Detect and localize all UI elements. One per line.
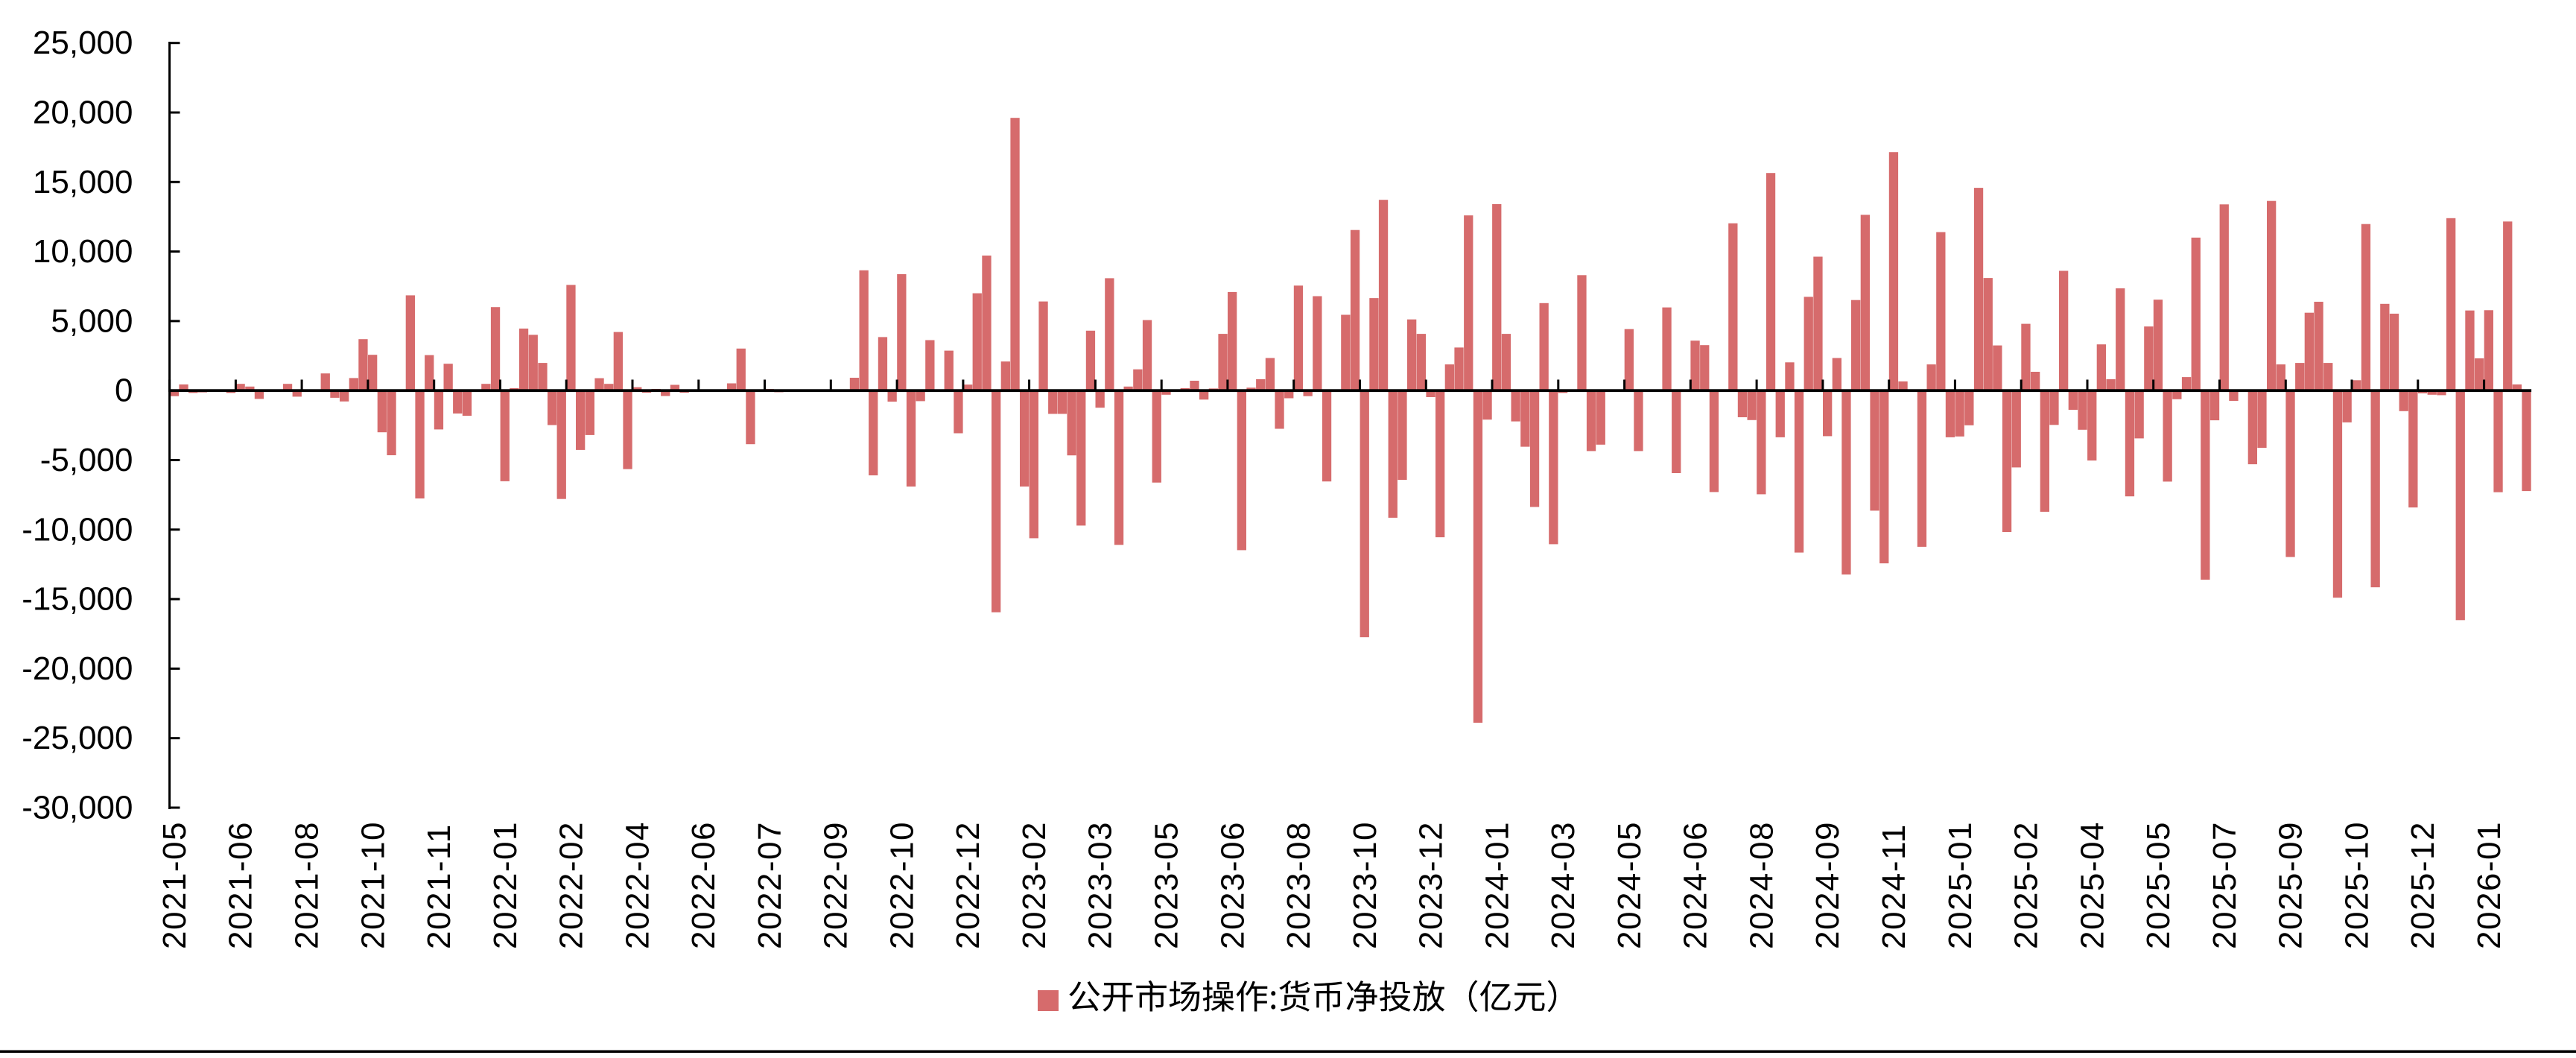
svg-text:2025-07: 2025-07 [2207,821,2243,949]
svg-text:2025-01: 2025-01 [1942,821,1979,949]
svg-text:2025-09: 2025-09 [2273,821,2309,949]
svg-text:2021-05: 2021-05 [156,821,193,949]
svg-text:2024-11: 2024-11 [1876,823,1912,949]
svg-text:-15,000: -15,000 [22,581,133,618]
svg-text:2025-04: 2025-04 [2074,821,2110,949]
svg-text:15,000: 15,000 [33,164,133,200]
svg-text:25,000: 25,000 [33,25,133,61]
svg-text:2022-12: 2022-12 [950,821,986,949]
svg-text:2023-06: 2023-06 [1214,821,1251,949]
svg-text:10,000: 10,000 [33,233,133,270]
svg-text:2021-10: 2021-10 [355,821,391,949]
svg-text:2021-11: 2021-11 [421,823,457,949]
svg-text:-10,000: -10,000 [22,511,133,548]
svg-text:0: 0 [115,373,133,409]
svg-text:2022-01: 2022-01 [487,821,524,949]
svg-text:2022-06: 2022-06 [685,821,722,949]
svg-text:2021-06: 2021-06 [223,821,259,949]
svg-text:2023-10: 2023-10 [1347,821,1383,949]
svg-text:2021-08: 2021-08 [289,821,326,949]
svg-text:2024-09: 2024-09 [1809,821,1846,949]
svg-text:2024-06: 2024-06 [1678,821,1714,949]
svg-text:-25,000: -25,000 [22,720,133,756]
svg-text:2025-10: 2025-10 [2338,821,2375,949]
svg-text:5,000: 5,000 [51,302,133,339]
svg-text:2024-03: 2024-03 [1545,821,1582,949]
svg-text:-20,000: -20,000 [22,650,133,687]
svg-text:2022-02: 2022-02 [553,821,590,949]
svg-text:2024-01: 2024-01 [1479,821,1515,949]
svg-text:2023-05: 2023-05 [1149,821,1185,949]
svg-text:2025-12: 2025-12 [2405,821,2441,949]
svg-text:2023-08: 2023-08 [1281,821,1317,949]
svg-text:2022-07: 2022-07 [752,821,788,949]
svg-text:2026-01: 2026-01 [2471,821,2507,949]
svg-text:2022-04: 2022-04 [619,821,656,949]
svg-text:2025-05: 2025-05 [2140,821,2177,949]
svg-text:2025-02: 2025-02 [2008,821,2045,949]
svg-text:2023-02: 2023-02 [1016,821,1053,949]
svg-text:2022-10: 2022-10 [883,821,920,949]
svg-text:20,000: 20,000 [33,95,133,131]
svg-text:-5,000: -5,000 [40,442,133,478]
svg-text:2023-03: 2023-03 [1082,821,1119,949]
svg-text:2024-05: 2024-05 [1611,821,1648,949]
svg-text:2022-09: 2022-09 [818,821,854,949]
svg-text:-30,000: -30,000 [22,790,133,826]
svg-text:2023-12: 2023-12 [1413,821,1450,949]
svg-text:2024-08: 2024-08 [1743,821,1780,949]
